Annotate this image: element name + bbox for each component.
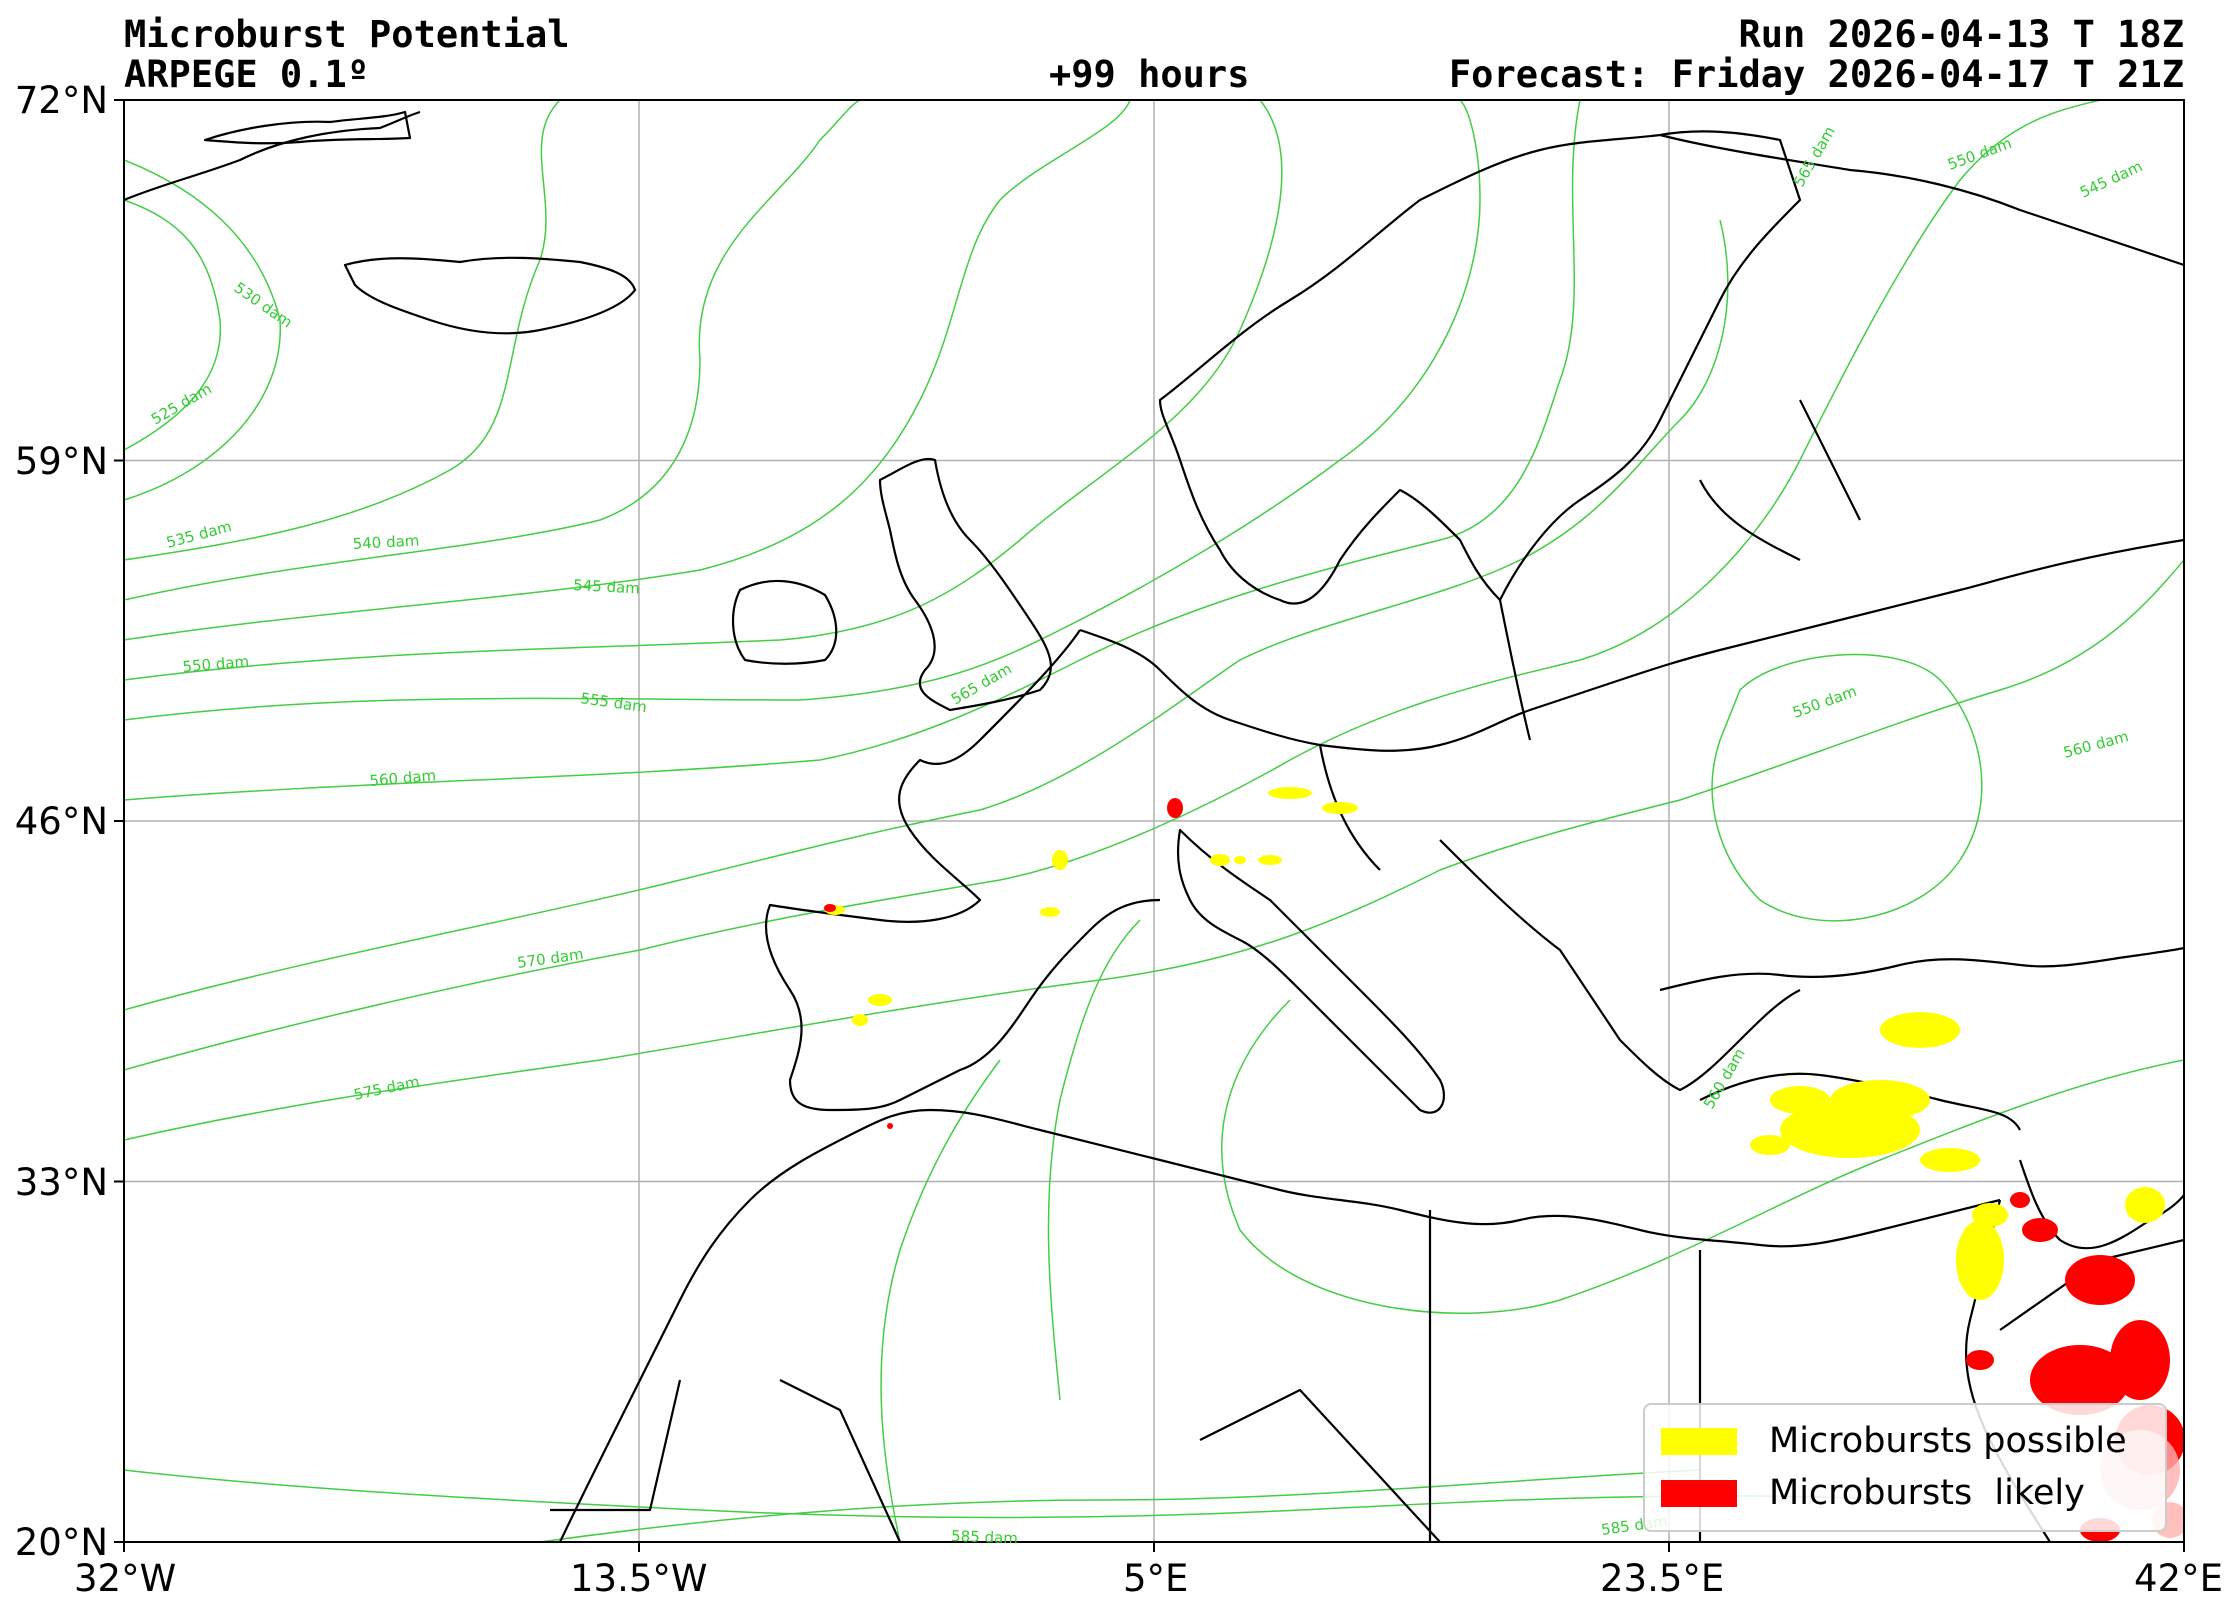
legend-item-likely: Microbursts likely <box>1661 1473 2085 1513</box>
contour-label: 540 dam <box>352 532 420 553</box>
lat-tick-label: 72°N <box>14 79 108 122</box>
lat-tick-label: 46°N <box>14 800 108 843</box>
geopotential-contours <box>124 100 2184 1542</box>
graticule <box>124 100 2184 1542</box>
lon-tick-label: 5°E <box>1123 1557 1189 1600</box>
contour-label: 550 dam <box>182 652 250 676</box>
contour-label: 560 dam <box>369 766 437 790</box>
contour-label: 545 dam <box>573 576 641 597</box>
legend-swatch-likely <box>1661 1479 1737 1507</box>
run-time: Run 2026-04-13 T 18Z <box>1738 13 2184 56</box>
forecast-time: Forecast: Friday 2026-04-17 T 21Z <box>1448 53 2184 96</box>
map-title: Microburst Potential <box>124 13 570 56</box>
lon-tick-label: 13.5°W <box>570 1557 708 1600</box>
model-label: ARPEGE 0.1º <box>124 53 370 96</box>
legend-label-possible: Microbursts possible <box>1769 1421 2127 1461</box>
lat-tick-label: 20°N <box>14 1521 108 1564</box>
lat-tick-label: 59°N <box>14 440 108 483</box>
lead-time: +99 hours <box>1049 53 1250 96</box>
legend: Microbursts possible Microbursts likely <box>1643 1403 2167 1532</box>
legend-item-possible: Microbursts possible <box>1661 1421 2127 1461</box>
lon-tick-label: 32°W <box>74 1557 177 1600</box>
lat-tick-label: 33°N <box>14 1161 108 1204</box>
legend-label-likely: Microbursts likely <box>1769 1473 2085 1513</box>
contour-label: 585 dam <box>951 1527 1018 1547</box>
lon-tick-label: 23.5°E <box>1600 1557 1725 1600</box>
lon-tick-label: 42°E <box>2134 1557 2223 1600</box>
microburst-possible-areas <box>825 787 2165 1300</box>
legend-swatch-possible <box>1661 1427 1737 1455</box>
